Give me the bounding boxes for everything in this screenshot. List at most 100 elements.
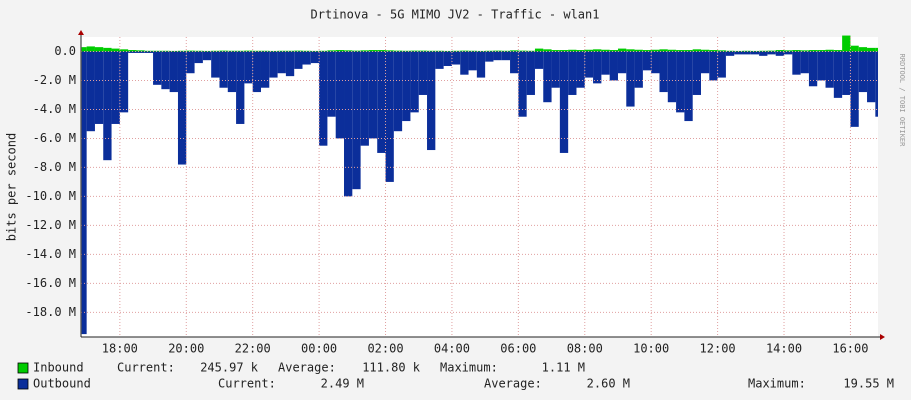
area-segment <box>792 51 801 75</box>
x-tick-label: 22:00 <box>235 342 271 356</box>
legend-stat-label: Average: <box>484 377 542 391</box>
legend-name: Outbound <box>33 377 91 391</box>
legend-swatch <box>17 378 29 390</box>
area-segment <box>377 51 386 153</box>
area-segment <box>676 51 685 113</box>
area-segment <box>219 50 228 52</box>
y-tick-label: -18.0 M <box>25 305 76 319</box>
area-segment <box>169 50 178 52</box>
area-segment <box>169 51 178 93</box>
area-segment <box>725 51 735 56</box>
area-segment <box>468 50 477 52</box>
area-segment <box>609 51 618 81</box>
legend-stat-value: 111.80 k <box>362 361 421 375</box>
area-segment <box>136 51 145 53</box>
area-segment <box>725 50 735 52</box>
area-segment <box>543 51 552 103</box>
x-axis-arrow <box>880 334 885 340</box>
area-segment <box>825 49 834 52</box>
area-segment <box>335 51 345 139</box>
area-segment <box>352 50 361 52</box>
y-tick-label: 0.0 <box>54 44 76 58</box>
area-segment <box>319 51 328 146</box>
area-segment <box>103 47 112 52</box>
area-segment <box>510 51 519 74</box>
y-axis-label: bits per second <box>5 133 19 241</box>
area-segment <box>260 51 270 88</box>
y-tick-label: -4.0 M <box>33 102 76 116</box>
area-segment <box>684 51 693 122</box>
area-segment <box>601 49 610 52</box>
area-segment <box>161 51 170 90</box>
area-segment <box>642 50 652 52</box>
area-segment <box>684 50 693 52</box>
area-segment <box>177 50 187 52</box>
area-segment <box>385 50 394 52</box>
legend-stat-value: 245.97 k <box>200 361 259 375</box>
area-segment <box>427 50 436 52</box>
y-tick-label: -16.0 M <box>25 276 76 290</box>
y-tick-label: -14.0 M <box>25 247 76 261</box>
area-segment <box>385 51 394 182</box>
area-segment <box>410 51 419 113</box>
area-segment <box>153 51 162 85</box>
legend-stat-label: Maximum: <box>440 361 498 375</box>
area-segment <box>144 51 154 53</box>
area-segment <box>568 49 577 52</box>
area-segment <box>377 50 386 52</box>
area-segment <box>842 51 851 95</box>
area-segment <box>850 45 859 52</box>
area-segment <box>651 49 660 52</box>
area-segment <box>368 51 378 139</box>
area-segment <box>294 51 303 69</box>
legend-stat-value: 2.49 M <box>321 377 364 391</box>
y-axis-arrow <box>78 30 84 35</box>
legend-stat-value: 19.55 M <box>843 377 894 391</box>
area-segment <box>177 51 187 165</box>
area-segment <box>601 51 610 75</box>
area-segment <box>119 49 129 52</box>
area-segment <box>144 50 154 52</box>
area-segment <box>775 50 785 52</box>
area-segment <box>734 51 743 55</box>
area-segment <box>543 49 552 52</box>
area-segment <box>858 47 868 52</box>
area-segment <box>692 49 701 52</box>
area-segment <box>709 51 718 81</box>
area-segment <box>344 50 353 52</box>
x-tick-label: 08:00 <box>567 342 603 356</box>
area-segment <box>551 50 560 52</box>
area-segment <box>211 50 220 52</box>
area-segment <box>717 50 726 52</box>
area-segment <box>875 51 878 117</box>
area-segment <box>252 50 261 52</box>
legend-stat-label: Average: <box>278 361 336 375</box>
area-segment <box>593 49 602 52</box>
area-segment <box>119 51 129 113</box>
area-segment <box>742 50 751 52</box>
area-segment <box>476 51 486 78</box>
area-segment <box>277 50 286 52</box>
area-segment <box>443 51 452 66</box>
area-segment <box>667 51 677 103</box>
area-segment <box>559 50 569 52</box>
area-segment <box>202 51 212 61</box>
area-segment <box>81 51 87 335</box>
area-segment <box>128 50 137 52</box>
area-segment <box>94 47 104 52</box>
area-segment <box>111 48 120 52</box>
area-segment <box>493 50 502 52</box>
area-segment <box>236 51 245 124</box>
area-segment <box>584 49 594 52</box>
area-segment <box>617 48 627 52</box>
legend-stat-value: 2.60 M <box>587 377 630 391</box>
area-segment <box>667 49 677 52</box>
area-segment <box>659 51 668 93</box>
area-segment <box>435 50 444 52</box>
area-segment <box>451 51 461 65</box>
area-segment <box>692 51 701 95</box>
area-segment <box>634 49 643 52</box>
area-segment <box>651 51 660 74</box>
area-segment <box>700 49 710 52</box>
x-tick-label: 02:00 <box>367 342 403 356</box>
